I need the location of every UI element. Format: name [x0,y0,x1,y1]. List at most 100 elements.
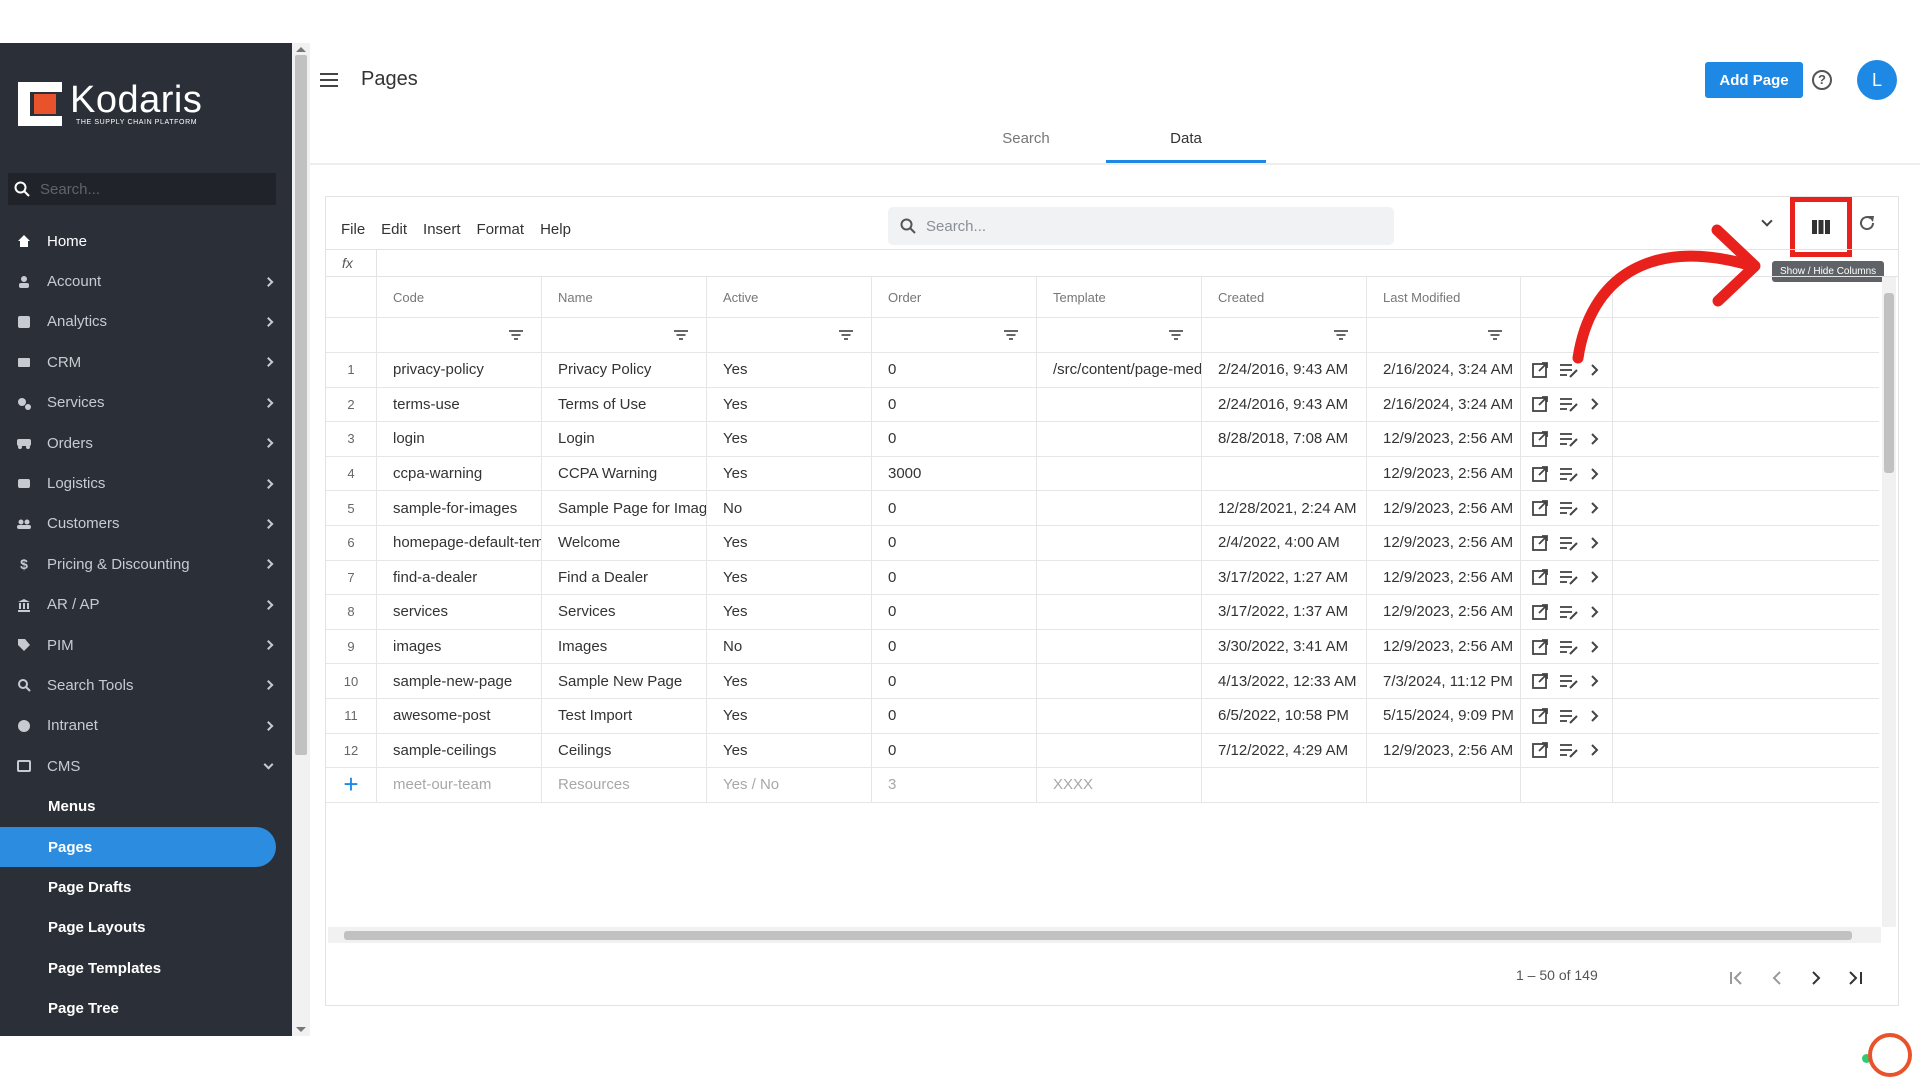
refresh-icon[interactable] [1857,213,1877,233]
column-header-active[interactable]: Active [707,277,872,317]
chevron-right-icon[interactable] [1589,499,1601,517]
cell-active[interactable]: Yes [707,699,872,733]
cell-name[interactable]: Terms of Use [542,387,707,422]
filter-icon[interactable] [839,330,853,340]
chevron-right-icon[interactable] [1589,430,1601,448]
cell-modified[interactable]: 2/16/2024, 3:24 AM [1367,353,1521,387]
cell-active[interactable]: Yes [707,560,872,595]
filter-icon[interactable] [509,330,523,340]
cell-code[interactable]: homepage-default-tem... [377,526,542,560]
next-page-icon[interactable] [1805,967,1827,989]
new-row-placeholder[interactable]: + meet-our-team Resources Yes / No 3 XXXX [326,768,1879,803]
cell-order[interactable]: 0 [872,422,1037,456]
cell-code[interactable]: sample-new-page [377,664,542,698]
tab-data[interactable]: Data [1106,121,1266,163]
sidebar-item-ar-ap[interactable]: AR / AP [0,585,292,625]
cell-created[interactable]: 2/24/2016, 9:43 AM [1202,387,1367,422]
sidebar-item-customers[interactable]: Customers [0,504,292,544]
sidebar-item-search-tools[interactable]: Search Tools [0,665,292,705]
cell-modified[interactable]: 12/9/2023, 2:56 AM [1367,422,1521,456]
cell-name[interactable]: Services [542,595,707,629]
edit-notes-icon[interactable] [1559,465,1579,483]
edit-notes-icon[interactable] [1559,430,1579,448]
help-icon[interactable]: ? [1812,70,1832,90]
menu-insert[interactable]: Insert [423,221,461,238]
cell-template[interactable] [1037,491,1202,525]
open-in-new-icon[interactable] [1531,465,1549,483]
column-filter[interactable] [1367,318,1521,352]
cell-modified[interactable]: 12/9/2023, 2:56 AM [1367,526,1521,560]
table-row[interactable]: 7 find-a-dealer Find a Dealer Yes 0 3/17/2022… [326,560,1879,596]
cell-created[interactable]: 4/13/2022, 12:33 AM [1202,664,1367,698]
menu-format[interactable]: Format [476,221,525,238]
show-hide-columns-button[interactable] [1790,197,1852,257]
chevron-right-icon[interactable] [1589,672,1601,690]
cell-order[interactable]: 0 [872,733,1037,768]
sidebar-item-services[interactable]: Services [0,383,292,423]
cell-code[interactable]: privacy-policy [377,353,542,387]
table-row[interactable]: 11 awesome-post Test Import Yes 0 6/5/2022, 1… [326,699,1879,734]
sidebar-item-analytics[interactable]: Analytics [0,302,292,342]
column-filter[interactable] [1202,318,1367,352]
cell-active[interactable]: No [707,629,872,664]
chevron-right-icon[interactable] [1589,361,1601,379]
sidebar-subitem-page-templates[interactable]: Page Templates [48,959,162,977]
cell-created[interactable]: 2/4/2022, 4:00 AM [1202,526,1367,560]
sidebar-subitem-page-drafts[interactable]: Page Drafts [48,878,132,896]
cell-modified[interactable]: 2/16/2024, 3:24 AM [1367,387,1521,422]
cell-template[interactable] [1037,629,1202,664]
cell-name[interactable]: Login [542,422,707,456]
cell-template[interactable] [1037,699,1202,733]
chevron-right-icon[interactable] [1589,638,1601,656]
add-page-button[interactable]: Add Page [1705,62,1803,98]
edit-notes-icon[interactable] [1559,534,1579,552]
column-filter[interactable] [377,318,542,352]
edit-notes-icon[interactable] [1559,603,1579,621]
column-header-created[interactable]: Created [1202,277,1367,317]
cell-modified[interactable]: 7/3/2024, 11:12 PM [1367,664,1521,698]
cell-modified[interactable]: 12/9/2023, 2:56 AM [1367,491,1521,525]
cell-active[interactable]: Yes [707,664,872,698]
sidebar-subitem-page-layouts[interactable]: Page Layouts [48,919,146,937]
cell-created[interactable]: 3/17/2022, 1:37 AM [1202,595,1367,629]
cell-active[interactable]: Yes [707,353,872,387]
cell-active[interactable]: Yes [707,733,872,768]
open-in-new-icon[interactable] [1531,395,1549,413]
table-row[interactable]: 12 sample-ceilings Ceilings Yes 0 7/12/2022, … [326,733,1879,769]
column-header-order[interactable]: Order [872,277,1037,317]
tab-search[interactable]: Search [1002,130,1050,147]
column-header-code[interactable]: Code [377,277,542,317]
cell-created[interactable]: 12/28/2021, 2:24 AM [1202,491,1367,525]
sidebar-search-input[interactable] [40,180,260,198]
chevron-down-icon[interactable] [1761,215,1773,227]
column-header-template[interactable]: Template [1037,277,1202,317]
cell-active[interactable]: Yes [707,456,872,491]
column-filter[interactable] [872,318,1037,352]
cell-template[interactable] [1037,387,1202,422]
kodaris-logo[interactable]: Kodaris THE SUPPLY CHAIN PLATFORM [18,79,202,129]
edit-notes-icon[interactable] [1559,361,1579,379]
edit-notes-icon[interactable] [1559,638,1579,656]
new-row-template[interactable]: XXXX [1037,768,1202,802]
sidebar-item-logistics[interactable]: Logistics [0,463,292,503]
column-header-last-modified[interactable]: Last Modified [1367,277,1521,317]
open-in-new-icon[interactable] [1531,603,1549,621]
sidebar-item-home[interactable]: Home [0,221,292,261]
grid-search-input[interactable] [926,217,1366,235]
table-row[interactable]: 1 privacy-policy Privacy Policy Yes 0/src/co… [326,353,1879,388]
open-in-new-icon[interactable] [1531,568,1549,586]
cell-modified[interactable]: 12/9/2023, 2:56 AM [1367,456,1521,491]
cell-active[interactable]: Yes [707,422,872,456]
column-filter[interactable] [707,318,872,352]
cell-name[interactable]: Find a Dealer [542,560,707,595]
sidebar-item-orders[interactable]: Orders [0,423,292,463]
table-row[interactable]: 2 terms-use Terms of Use Yes 0 2/24/2016, 9:4… [326,387,1879,423]
column-filter[interactable] [542,318,707,352]
cell-code[interactable]: sample-for-images [377,491,542,525]
formula-bar[interactable]: fx [326,249,1898,277]
sidebar-item-intranet[interactable]: Intranet [0,706,292,746]
cell-name[interactable]: Privacy Policy [542,353,707,387]
chevron-right-icon[interactable] [1589,568,1601,586]
cell-active[interactable]: Yes [707,526,872,560]
cell-order[interactable]: 0 [872,387,1037,422]
